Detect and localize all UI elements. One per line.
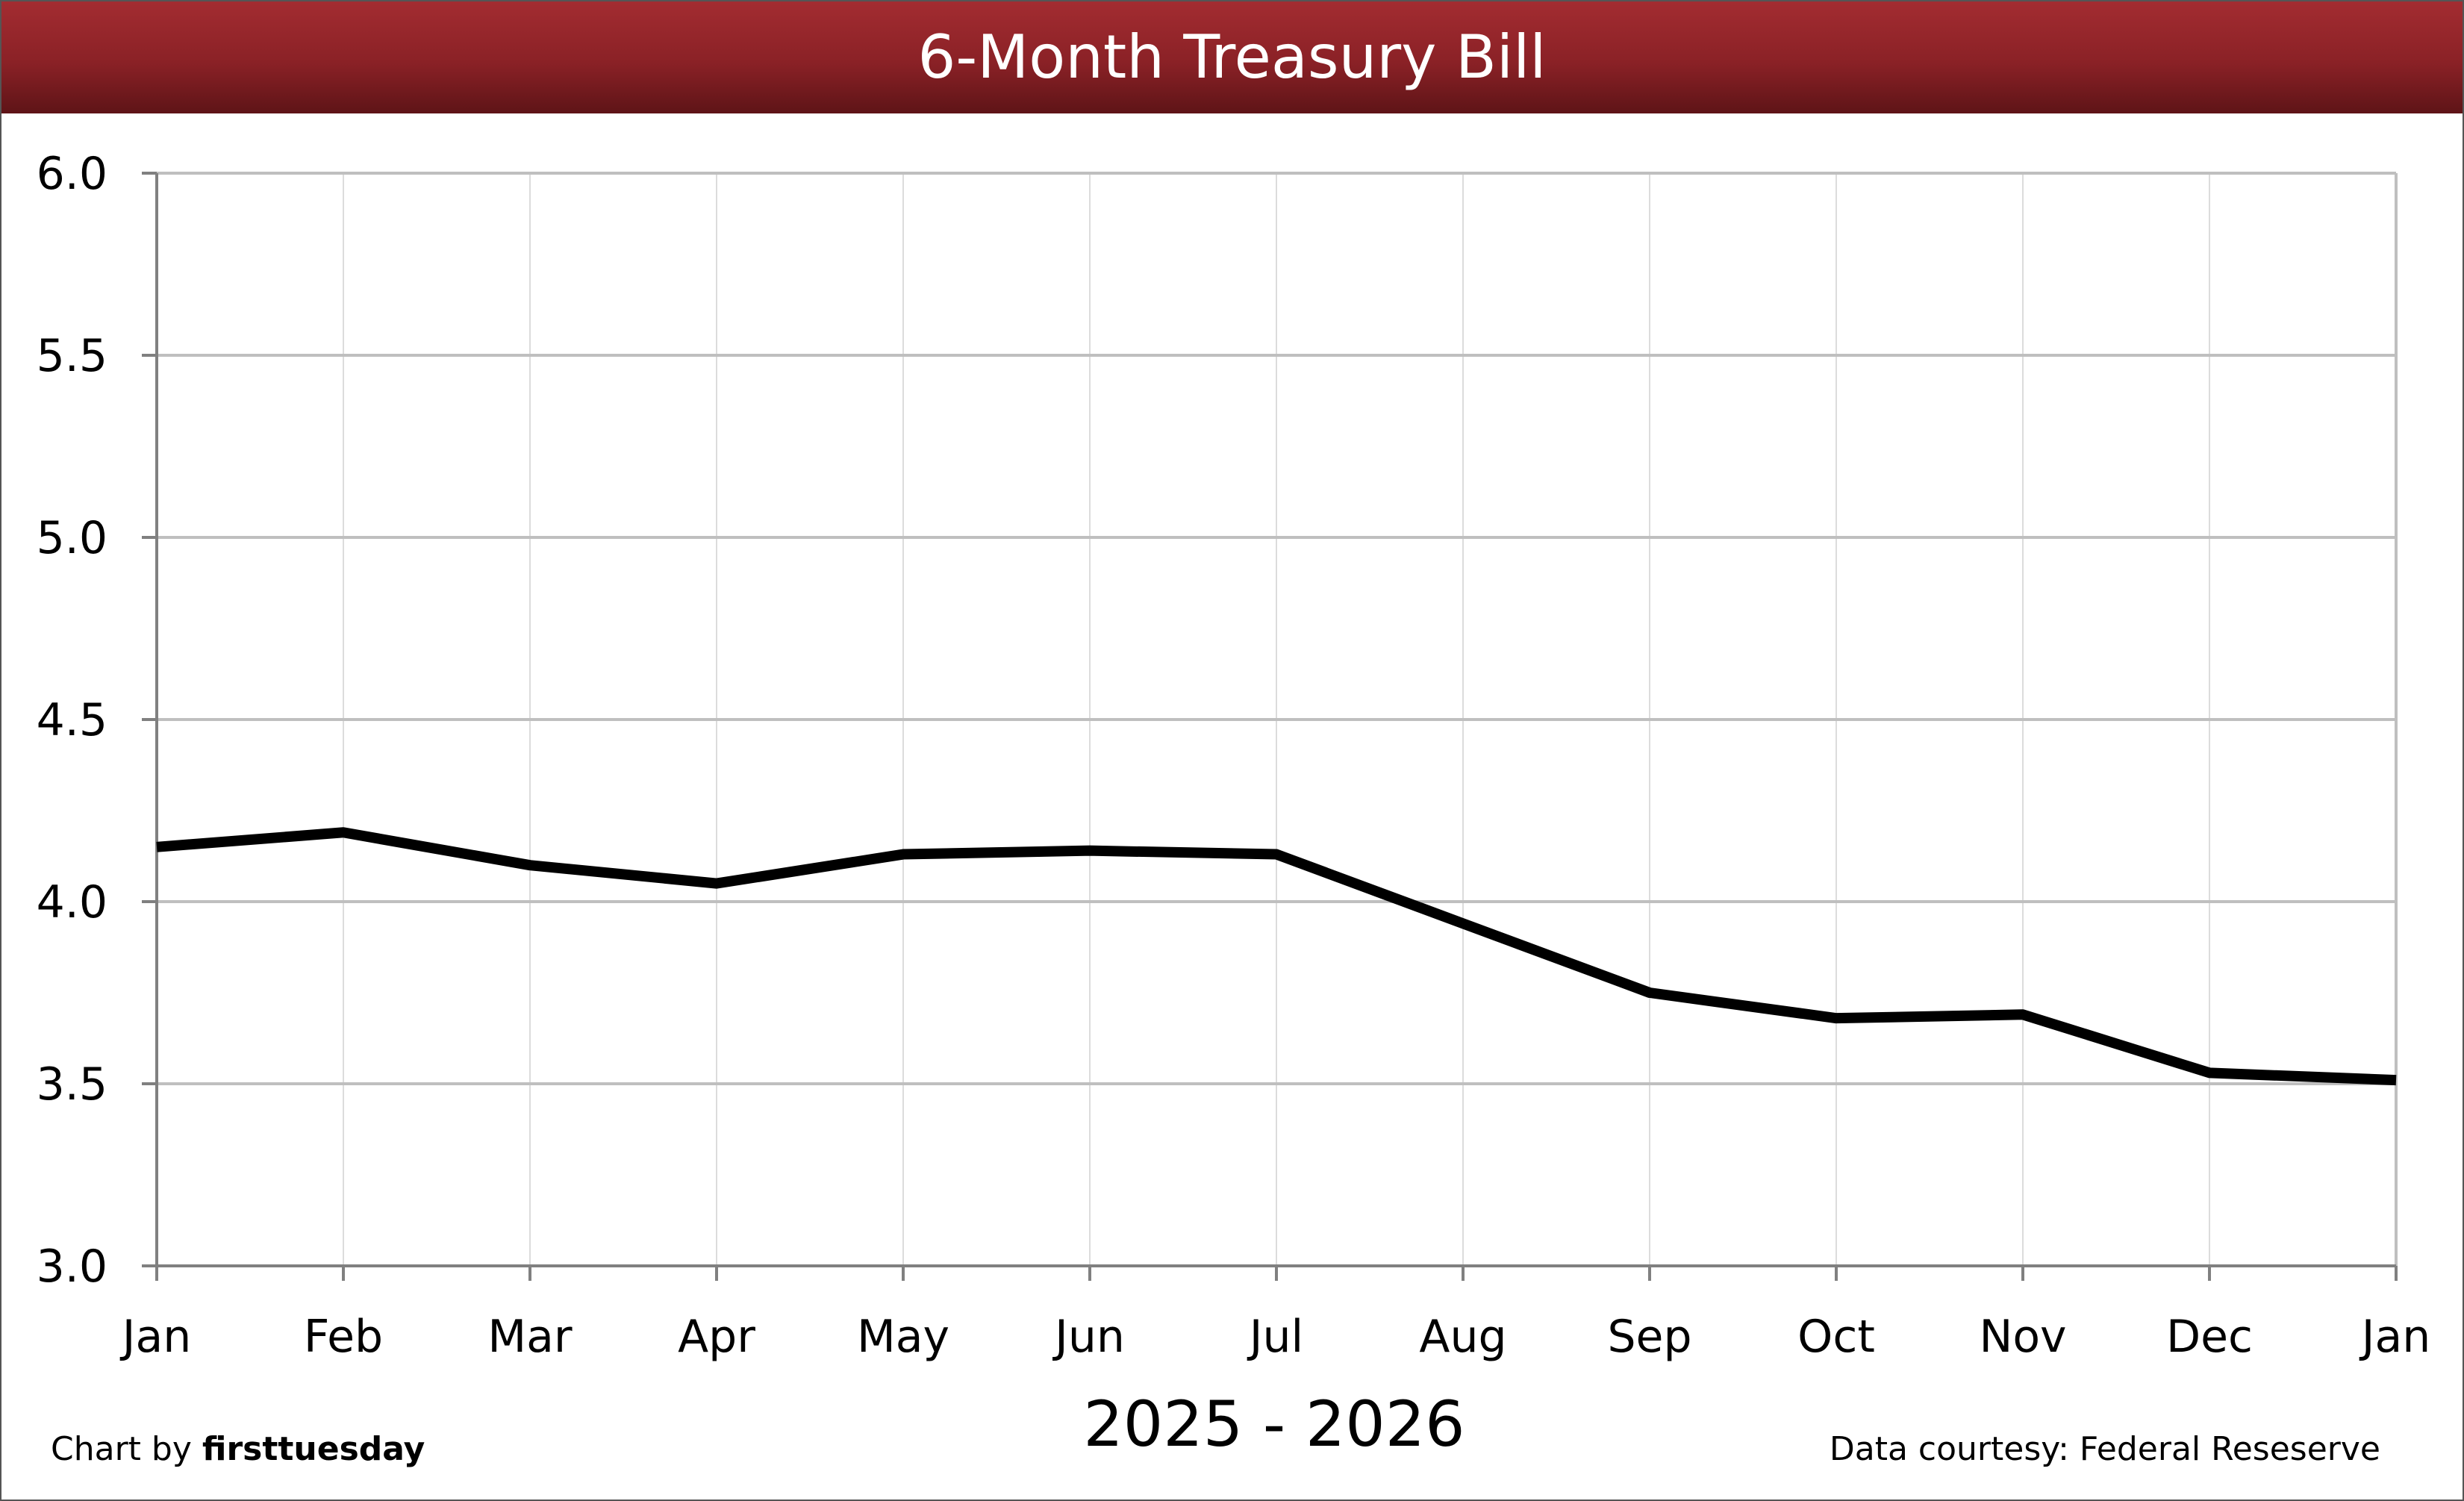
grid-layer: [157, 172, 2398, 1267]
credit-brand: firsttuesday: [202, 1430, 425, 1468]
x-tick-label: Jan: [119, 1311, 192, 1363]
y-tick-label: 6.0: [37, 148, 107, 200]
y-tick-label: 4.0: [37, 876, 107, 929]
label-layer: 3.0 3.5 4.0 4.5 5.0 5.5 6.0 Jan Feb Mar Apr May Jun J…: [37, 148, 2431, 1363]
x-tick-label: Sep: [1607, 1311, 1691, 1363]
x-tick-label: Mar: [487, 1311, 573, 1363]
y-tick-label: 5.0: [37, 512, 107, 564]
x-tick-label: Aug: [1419, 1311, 1506, 1363]
x-tick-label: Apr: [678, 1311, 755, 1363]
series-line: [156, 827, 2397, 1086]
credit-prefix: Chart by: [51, 1430, 202, 1468]
y-tick-label: 5.5: [37, 330, 107, 382]
data-source: Data courtesy: Federal Reseserve: [1829, 1430, 2380, 1468]
title-bar: 6-Month Treasury Bill: [1, 1, 2463, 113]
x-tick-label: Jan: [2359, 1311, 2431, 1363]
x-tick-label: Nov: [1979, 1311, 2066, 1363]
chart-credit: Chart by firsttuesday: [51, 1433, 425, 1466]
series-layer: [156, 827, 2397, 1086]
y-tick-label: 3.5: [37, 1058, 107, 1111]
x-tick-label: Dec: [2166, 1311, 2253, 1363]
y-tick-label: 4.5: [37, 694, 107, 746]
x-tick-label: May: [857, 1311, 949, 1363]
x-tick-label: Jul: [1247, 1311, 1303, 1363]
y-tick-label: 3.0: [37, 1241, 107, 1293]
x-tick-label: Jun: [1052, 1311, 1125, 1363]
x-tick-label: Oct: [1797, 1311, 1875, 1363]
x-axis-label: 2025 - 2026: [1083, 1388, 1465, 1461]
axis-layer: [142, 172, 2398, 1281]
chart-title: 6-Month Treasury Bill: [917, 22, 1547, 92]
x-tick-label: Feb: [304, 1311, 383, 1363]
